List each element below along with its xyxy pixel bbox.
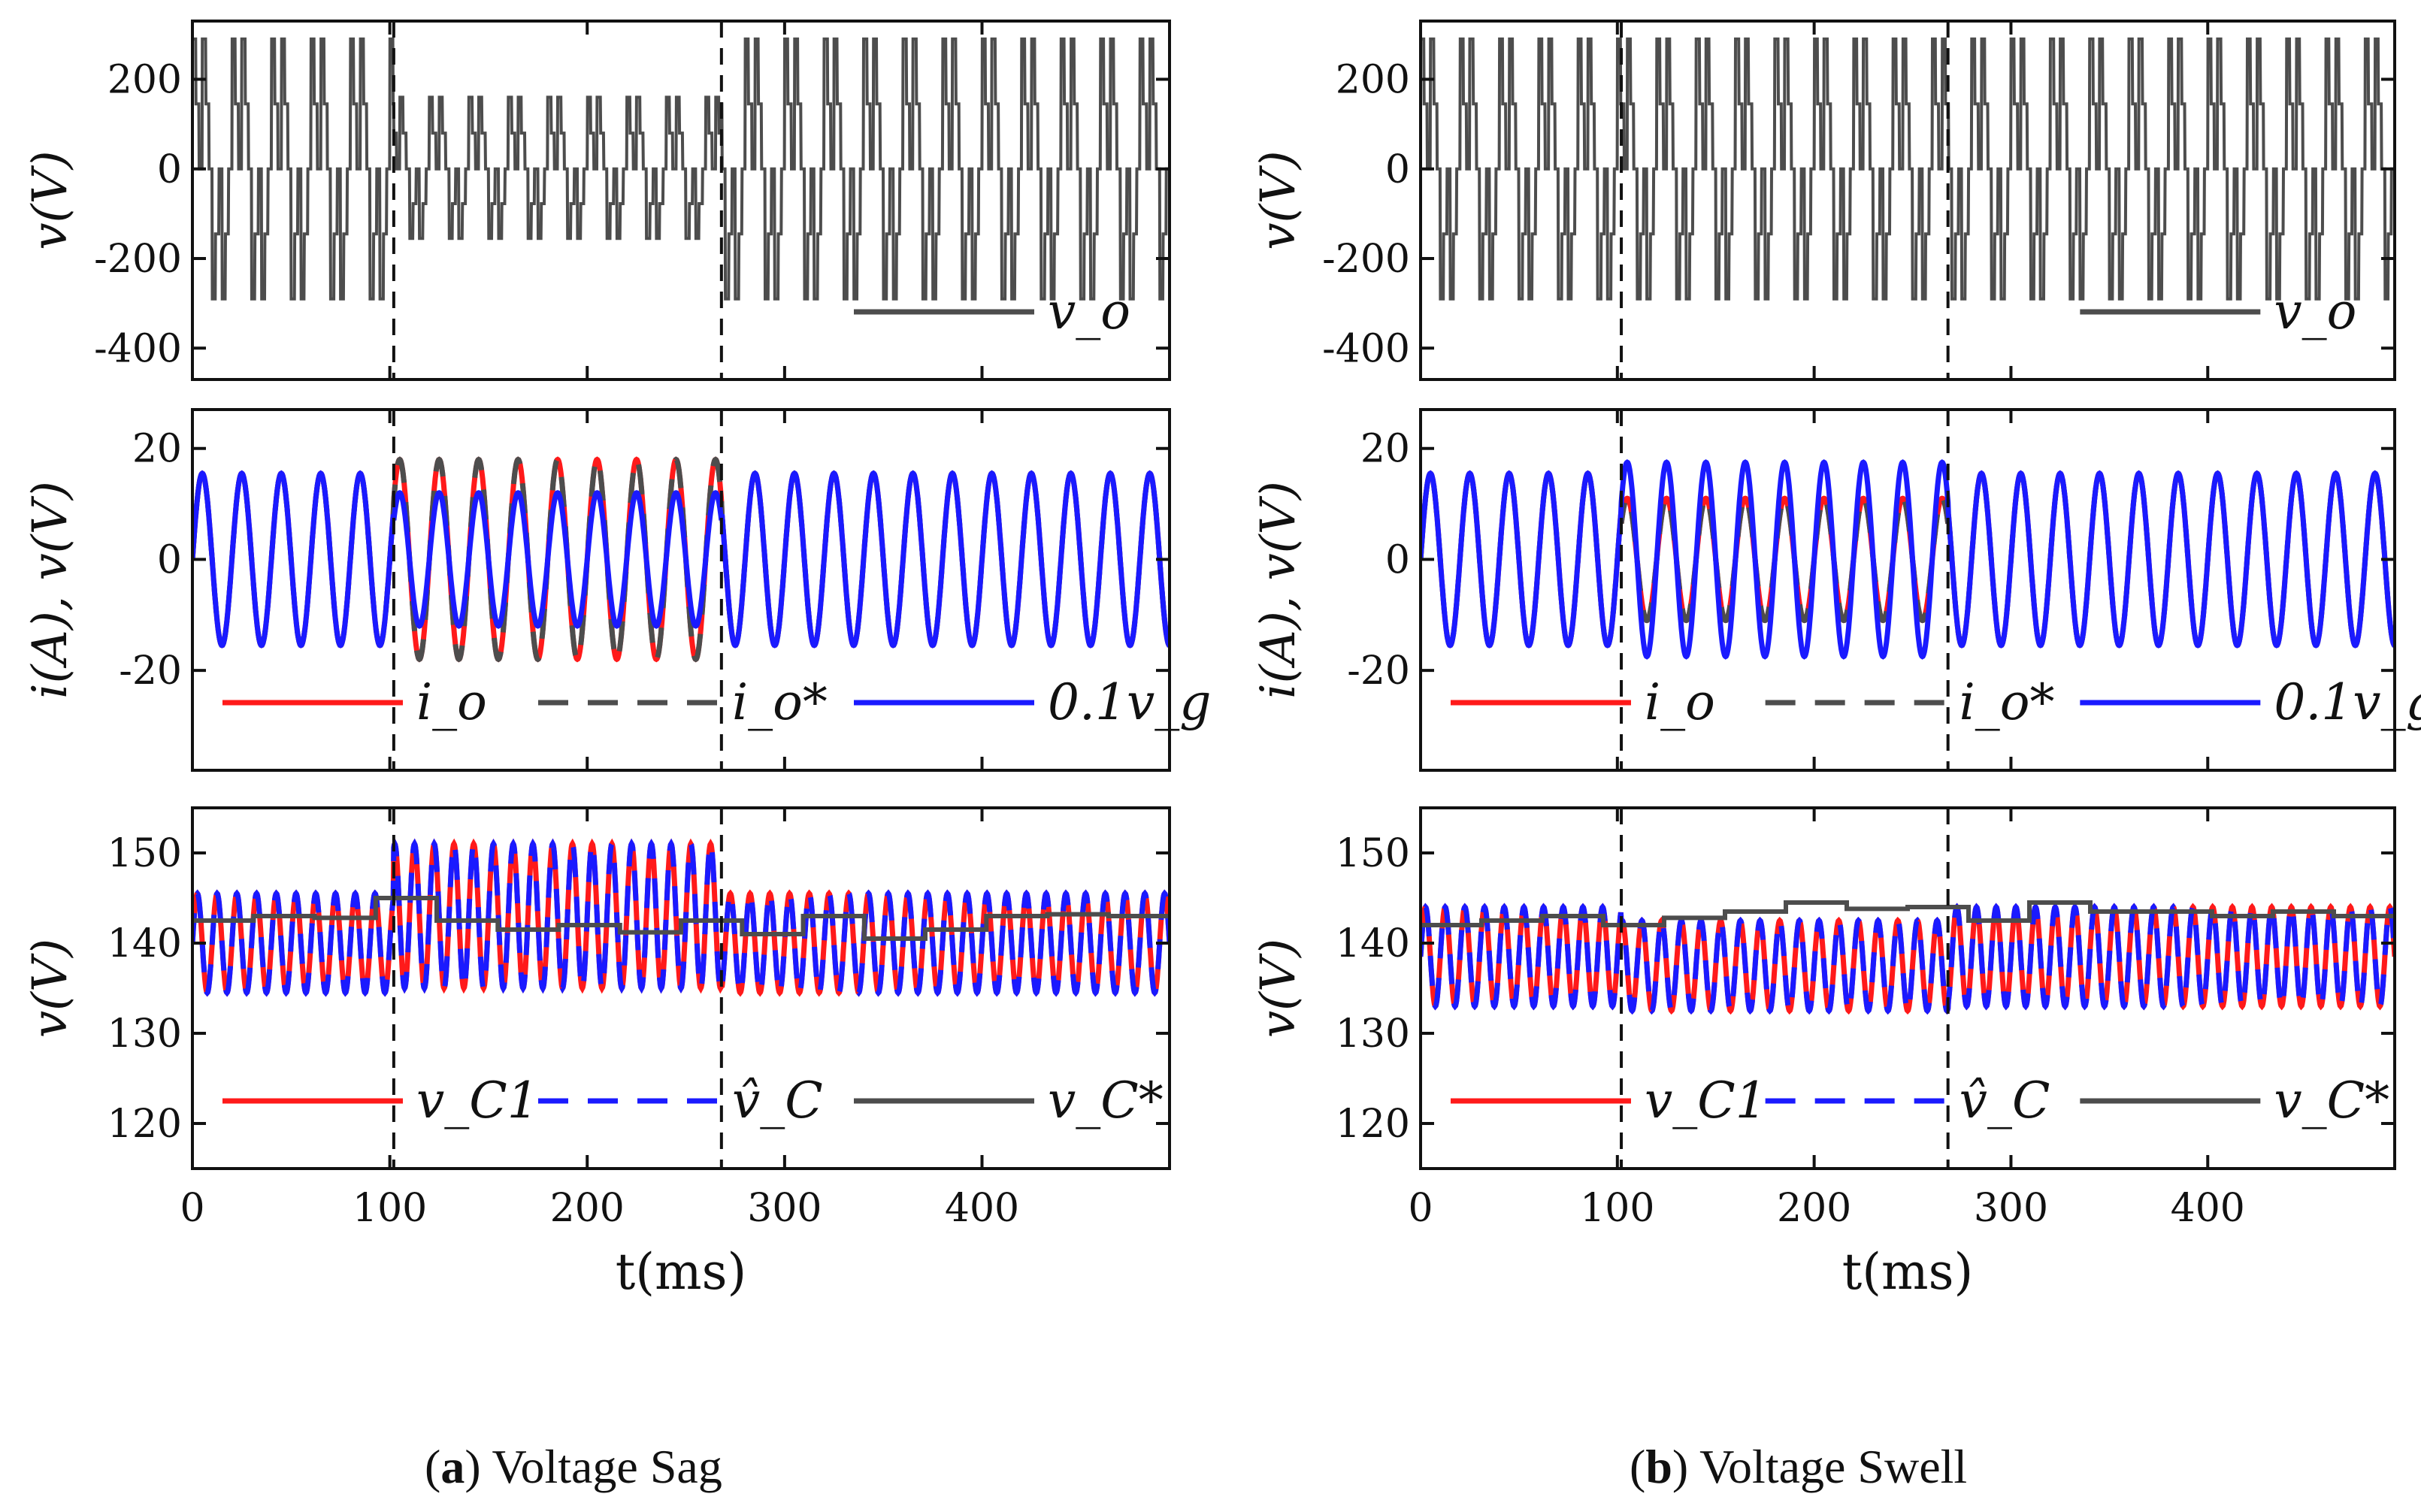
ytick-label: 140 xyxy=(107,921,182,966)
ytick-label: -400 xyxy=(94,326,182,371)
ytick-label: 130 xyxy=(1336,1012,1410,1057)
legend-label-v-C1: v_C1 xyxy=(416,1072,539,1129)
caption-b-text: Voltage Swell xyxy=(1699,1440,1968,1493)
xtick-label: 100 xyxy=(1580,1186,1654,1231)
subplot-a-mid: 20 0 -20 i(A), v(V) i_o i_o* 0.1v_g xyxy=(23,408,1212,772)
ytick-label: -20 xyxy=(119,649,182,694)
subplot-a-bot: 150 140 130 120 v(V) v_C1 v̂_C v_C* xyxy=(23,806,1171,1170)
axes-frame xyxy=(191,806,1171,1170)
ytick-label: 0 xyxy=(1385,537,1410,582)
plot-area-b-bot xyxy=(1421,900,2395,1015)
series-a-mid-2 xyxy=(192,470,1170,649)
xlabel: t(ms) xyxy=(616,1243,746,1301)
ytick-label: 150 xyxy=(107,831,182,876)
ytick-label: 20 xyxy=(1360,427,1410,472)
legend-label-v-o: v_o xyxy=(1048,283,1130,340)
series-b-mid-2 xyxy=(1421,459,2395,660)
legend-label-v-C-hat: v̂_C xyxy=(1959,1072,2050,1129)
caption-b: (b) Voltage Swell xyxy=(1630,1440,1968,1493)
caption-b-letter: b xyxy=(1645,1440,1672,1493)
ytick-label: 130 xyxy=(107,1012,182,1057)
ytick-label: 150 xyxy=(1336,831,1410,876)
ylabel: i(A), v(V) xyxy=(23,481,78,699)
legend-label-v-C-hat: v̂_C xyxy=(732,1072,823,1129)
axes-frame xyxy=(191,20,1171,381)
series-vo-line xyxy=(1421,37,2395,301)
xtick-label: 400 xyxy=(945,1186,1019,1231)
xtick-label: 300 xyxy=(1974,1186,2048,1231)
legend-label-i-o: i_o xyxy=(1645,673,1715,731)
series-vc-ref-line xyxy=(1421,900,2395,927)
series-a-bot-1 xyxy=(192,838,1170,997)
legend-label-i-o-: i_o* xyxy=(732,673,828,731)
ytick-label: -200 xyxy=(94,237,182,282)
xtick-label: 0 xyxy=(1408,1186,1433,1231)
x-axis: 0 100 200 300 400 t(ms) xyxy=(180,1186,1019,1301)
legend-label-0-1v-g: 0.1v_g xyxy=(1048,673,1212,731)
plot-area-b-mid xyxy=(1421,459,2395,660)
x-axis: 0 100 200 300 400 t(ms) xyxy=(1408,1186,2244,1301)
xtick-label: 200 xyxy=(1777,1186,1851,1231)
ytick-label: 200 xyxy=(1336,58,1410,103)
legend-label-i-o-: i_o* xyxy=(1959,673,2055,731)
legend-label-i-o: i_o xyxy=(416,673,487,731)
ylabel: v(V) xyxy=(23,939,78,1038)
legend-label-0-1v-g: 0.1v_g xyxy=(2274,673,2421,731)
ylabel: i(A), v(V) xyxy=(1251,481,1306,699)
series-vo-line xyxy=(192,37,1170,301)
ytick-label: 0 xyxy=(157,147,182,192)
subplot-b-bot: 150 140 130 120 v(V) v_C1 v̂_C v_C* xyxy=(1251,806,2396,1170)
ytick-label: 0 xyxy=(157,537,182,582)
xtick-label: 400 xyxy=(2171,1186,2245,1231)
subplot-b-top: 200 0 -200 -400 v(V) v_o xyxy=(1251,20,2396,381)
subplot-a-top: 200 0 -200 -400 v(V) v_o xyxy=(23,20,1171,381)
xlabel: t(ms) xyxy=(1842,1243,1973,1301)
axes-frame xyxy=(191,408,1171,772)
caption-a: (a) Voltage Sag xyxy=(425,1440,722,1493)
plot-area-a-top xyxy=(192,37,1170,301)
ytick-label: 0 xyxy=(1385,147,1410,192)
ytick-label: -20 xyxy=(1347,649,1410,694)
ylabel: v(V) xyxy=(1251,939,1306,1038)
ytick-label: -200 xyxy=(1322,237,1410,282)
legend-label-v-C-: v_C* xyxy=(1048,1072,1164,1129)
series-vc-ref-line xyxy=(192,896,1170,941)
caption-a-text: Voltage Sag xyxy=(492,1440,722,1493)
plot-area-a-mid xyxy=(192,456,1170,663)
legend-label-v-C1: v_C1 xyxy=(1645,1072,1767,1129)
ytick-label: 20 xyxy=(132,427,182,472)
ytick-label: 140 xyxy=(1336,921,1410,966)
axes-frame xyxy=(1419,408,2396,772)
caption-a-letter: a xyxy=(440,1440,465,1493)
plot-area-a-bot xyxy=(192,838,1170,997)
legend-label-v-o: v_o xyxy=(2274,283,2356,340)
series-b-bot-1 xyxy=(1421,903,2395,1015)
xtick-label: 0 xyxy=(180,1186,204,1231)
subplot-b-mid: 20 0 -20 i(A), v(V) i_o i_o* 0.1v_g xyxy=(1251,408,2421,772)
axes-frame xyxy=(1419,20,2396,381)
xtick-label: 200 xyxy=(550,1186,625,1231)
ytick-label: -400 xyxy=(1322,326,1410,371)
legend-label-v-C-: v_C* xyxy=(2274,1072,2389,1129)
ytick-label: 120 xyxy=(1336,1102,1410,1147)
ytick-label: 200 xyxy=(107,58,182,103)
xtick-label: 100 xyxy=(353,1186,427,1231)
ytick-label: 120 xyxy=(107,1102,182,1147)
axes-frame xyxy=(1419,806,2396,1170)
ylabel: v(V) xyxy=(1251,150,1306,249)
xtick-label: 300 xyxy=(747,1186,822,1231)
ylabel: v(V) xyxy=(23,150,78,249)
plot-area-b-top xyxy=(1421,37,2395,301)
